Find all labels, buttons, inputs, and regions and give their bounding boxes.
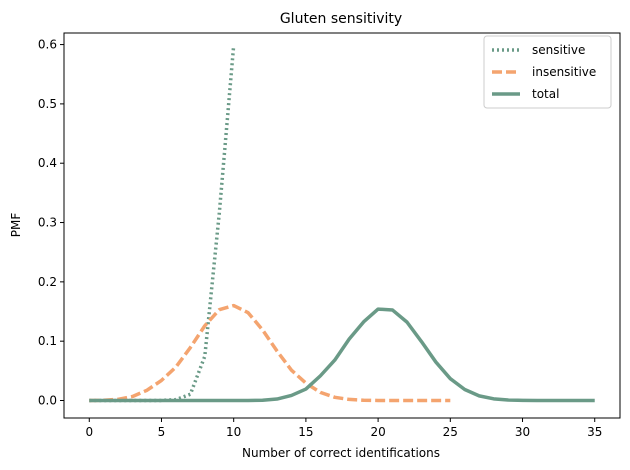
y-tick-label: 0.5 bbox=[38, 97, 57, 111]
legend-label-insensitive: insensitive bbox=[532, 65, 596, 79]
series-line-sensitive bbox=[89, 45, 236, 403]
axes-frame bbox=[63, 32, 621, 419]
legend-label-total: total bbox=[532, 87, 559, 101]
legend-label-sensitive: sensitive bbox=[532, 43, 585, 57]
legend: sensitive insensitive total bbox=[483, 35, 612, 109]
plot-border bbox=[63, 32, 621, 419]
x-axis-label: Number of correct identifications bbox=[242, 446, 440, 460]
chart-title: Gluten sensitivity bbox=[280, 11, 402, 27]
y-axis-label: PMF bbox=[9, 213, 23, 238]
y-tick-label: 0.1 bbox=[38, 334, 57, 348]
x-tick-label: 35 bbox=[587, 425, 602, 439]
x-tick-label: 30 bbox=[515, 425, 530, 439]
series-line-total bbox=[89, 307, 595, 403]
x-tick-label: 5 bbox=[158, 425, 166, 439]
ticks: 0 5 10 15 20 25 30 35 0.0 0.1 0.2 0.3 0.4 0.5 0.6 bbox=[38, 38, 602, 439]
y-tick-label: 0.2 bbox=[38, 275, 57, 289]
y-tick-label: 0.3 bbox=[38, 216, 57, 230]
x-tick-label: 10 bbox=[226, 425, 241, 439]
y-tick-label: 0.0 bbox=[38, 394, 57, 408]
x-tick-label: 0 bbox=[85, 425, 93, 439]
legend-box bbox=[483, 35, 612, 109]
x-tick-label: 25 bbox=[443, 425, 458, 439]
y-tick-label: 0.6 bbox=[38, 38, 57, 52]
series-layer bbox=[89, 45, 595, 403]
x-tick-label: 20 bbox=[370, 425, 385, 439]
y-tick-label: 0.4 bbox=[38, 156, 57, 170]
x-tick-label: 15 bbox=[298, 425, 313, 439]
series-line-insensitive bbox=[89, 303, 451, 403]
